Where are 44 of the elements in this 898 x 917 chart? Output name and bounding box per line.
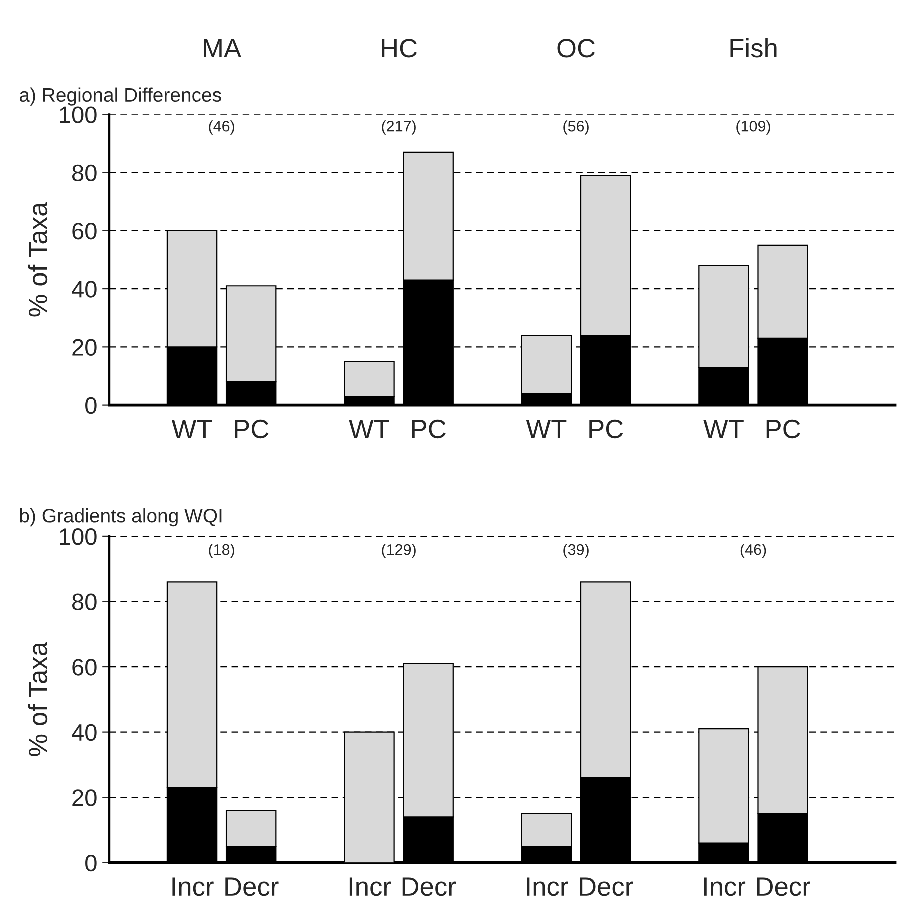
x-tick-label: WT [349,420,390,438]
text: OC [558,39,596,58]
x-tick-label: Decr [757,878,810,896]
y-tick-label: 0 [86,397,97,414]
y-tick-label: 40 [72,724,97,742]
y-tick-label: 40 [72,281,97,298]
y-tick-label: 100 [60,106,97,124]
y-axis-title: % of Taxa [28,202,48,317]
y-tick-label: 60 [72,222,97,240]
annotation: (217) [382,120,416,135]
y-tick-label: 0 [86,854,97,872]
annotation: (18) [209,544,234,558]
annotation: (46) [740,544,766,558]
annotation: (129) [382,544,416,558]
text: Fish [730,38,777,58]
x-tick-label: Incr [172,878,214,896]
x-tick-label: Incr [704,878,746,896]
y-tick-label: 80 [72,164,97,182]
annotation: (39) [564,544,589,558]
x-tick-label: Decr [226,878,279,896]
x-tick-label: Incr [527,878,568,896]
y-tick-label: 100 [60,528,97,546]
annotation: (109) [736,120,770,135]
x-tick-label: PC [235,420,269,439]
chart-title: b) Gradients along WQI [20,508,222,527]
y-axis-title: % of Taxa [28,642,48,756]
x-tick-label: Decr [580,878,634,896]
x-tick-label: PC [590,420,624,439]
x-tick-label: WT [704,420,744,438]
x-tick-label: PC [766,420,800,439]
x-tick-label: WT [172,420,212,438]
annotation: (46) [209,120,234,135]
chart-title: a) Regional Differences [20,88,222,106]
y-tick-label: 20 [72,339,97,356]
text: MA [204,39,242,58]
y-tick-label: 80 [72,594,97,611]
x-tick-label: PC [412,420,446,439]
x-tick-label: Decr [402,878,456,896]
y-tick-label: 60 [72,659,97,676]
y-tick-label: 20 [72,790,97,806]
annotation: (56) [564,120,589,135]
x-tick-label: WT [526,420,567,438]
text: HC [382,39,418,58]
x-tick-label: Incr [350,878,392,896]
